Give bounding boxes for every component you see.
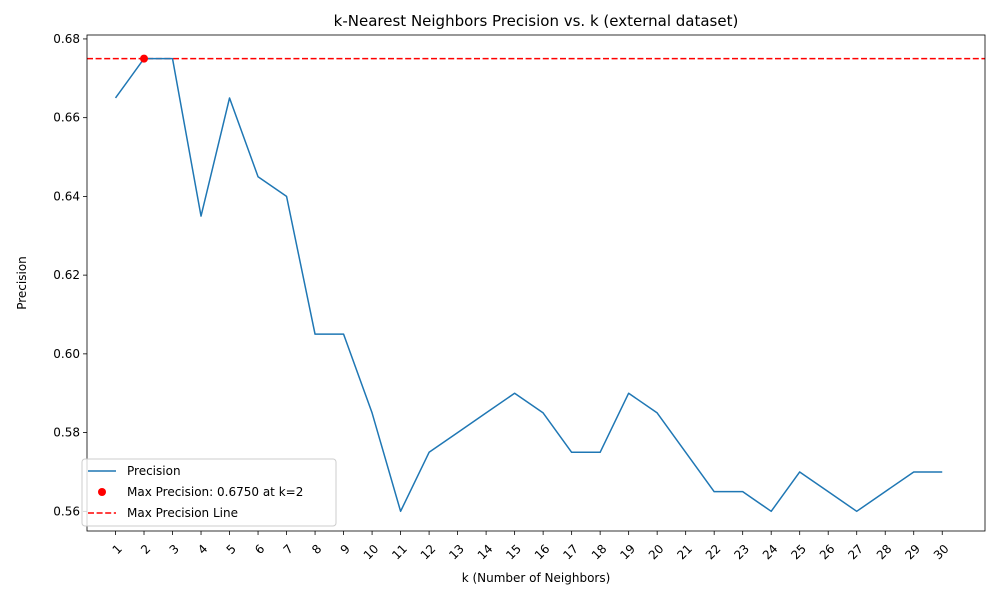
precision-point-k19 (626, 390, 632, 396)
max-precision-point (140, 54, 149, 63)
precision-point-k27 (854, 508, 860, 514)
x-tick-label-2: 2 (138, 542, 153, 557)
precision-point-k24 (768, 508, 774, 514)
precision-point-k20 (654, 410, 660, 416)
precision-point-k8 (312, 331, 318, 337)
x-tick-label-1: 1 (110, 542, 125, 557)
x-tick-label-27: 27 (845, 542, 866, 563)
legend-max-line-label: Max Precision Line (127, 506, 238, 520)
x-tick-label-25: 25 (788, 542, 809, 563)
y-tick-label-0.60: 0.60 (53, 347, 80, 361)
precision-point-k5 (227, 95, 233, 101)
x-axis-label: k (Number of Neighbors) (462, 571, 611, 585)
precision-point-k15 (512, 390, 518, 396)
precision-series-line (114, 57, 943, 513)
x-tick-label-11: 11 (389, 542, 410, 563)
x-tick-label-6: 6 (252, 542, 267, 557)
x-tick-label-22: 22 (703, 542, 724, 563)
x-tick-label-21: 21 (674, 542, 695, 563)
precision-point-k7 (284, 193, 290, 199)
precision-point-k23 (740, 489, 746, 495)
precision-point-k3 (170, 56, 176, 62)
y-tick-label-0.62: 0.62 (53, 268, 80, 282)
x-tick-label-3: 3 (167, 542, 182, 557)
x-tick-label-15: 15 (503, 542, 524, 563)
y-tick-label-0.66: 0.66 (53, 111, 80, 125)
x-tick-label-26: 26 (817, 542, 838, 563)
precision-point-k12 (426, 449, 432, 455)
x-tick-label-23: 23 (731, 542, 752, 563)
x-tick-label-4: 4 (195, 542, 210, 557)
x-tick-label-24: 24 (760, 542, 781, 563)
x-tick-label-18: 18 (589, 542, 610, 563)
x-tick-label-20: 20 (646, 542, 667, 563)
y-tick-label-0.56: 0.56 (53, 504, 80, 518)
legend-max-point-label: Max Precision: 0.6750 at k=2 (127, 485, 303, 499)
precision-point-k13 (455, 430, 461, 436)
precision-point-k6 (255, 174, 261, 180)
x-tick-label-9: 9 (338, 542, 353, 557)
x-tick-label-13: 13 (446, 542, 467, 563)
precision-point-k10 (369, 410, 375, 416)
legend-max-point-swatch (98, 488, 106, 496)
chart-title: k-Nearest Neighbors Precision vs. k (ext… (334, 12, 739, 30)
precision-point-k17 (569, 449, 575, 455)
plot-frame (86, 34, 986, 532)
x-tick-label-5: 5 (224, 542, 239, 557)
precision-point-k1 (113, 95, 119, 101)
precision-point-k11 (398, 508, 404, 514)
precision-point-k9 (341, 331, 347, 337)
y-tick-label-0.58: 0.58 (53, 426, 80, 440)
precision-point-k28 (882, 489, 888, 495)
precision-point-k30 (939, 469, 945, 475)
x-tick-label-28: 28 (874, 542, 895, 563)
x-tick-label-30: 30 (931, 542, 952, 563)
x-tick-label-14: 14 (475, 542, 496, 563)
precision-point-k16 (540, 410, 546, 416)
precision-point-k26 (825, 489, 831, 495)
x-tick-label-10: 10 (361, 542, 382, 563)
x-tick-label-19: 19 (617, 542, 638, 563)
legend-box (81, 458, 337, 527)
precision-point-k18 (597, 449, 603, 455)
x-tick-label-17: 17 (560, 542, 581, 563)
x-tick-label-29: 29 (902, 542, 923, 563)
precision-point-k22 (711, 489, 717, 495)
legend: Precision Max Precision: 0.6750 at k=2 M… (81, 458, 337, 527)
x-tick-label-16: 16 (532, 542, 553, 563)
precision-point-k4 (198, 213, 204, 219)
x-tick-label-8: 8 (309, 542, 324, 557)
plot-area (87, 35, 985, 531)
x-tick-label-12: 12 (418, 542, 439, 563)
precision-point-k25 (797, 469, 803, 475)
legend-precision-label: Precision (127, 464, 181, 478)
y-tick-label-0.64: 0.64 (53, 189, 80, 203)
y-tick-label-0.68: 0.68 (53, 32, 80, 46)
precision-point-k21 (683, 449, 689, 455)
y-axis-label: Precision (15, 256, 29, 310)
x-tick-label-7: 7 (281, 542, 296, 557)
precision-point-k14 (483, 410, 489, 416)
precision-point-k29 (911, 469, 917, 475)
